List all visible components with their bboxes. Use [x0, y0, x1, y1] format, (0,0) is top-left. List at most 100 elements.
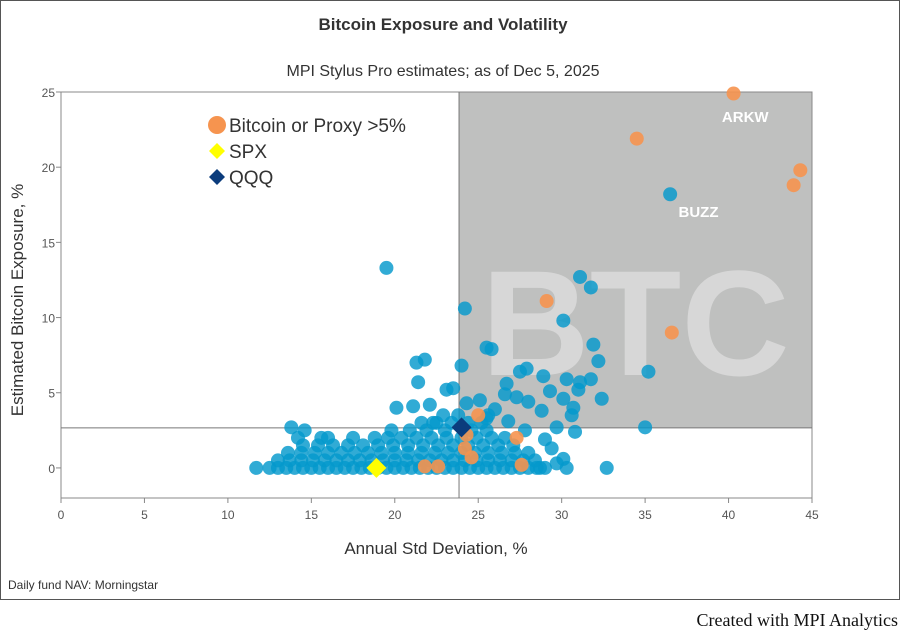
fund-point — [384, 423, 399, 438]
fund-point — [641, 364, 656, 379]
credit-text: Created with MPI Analytics — [696, 610, 898, 630]
fund-point — [568, 424, 583, 439]
spx-point — [366, 457, 387, 478]
fund-point — [454, 358, 469, 373]
fund-point — [497, 387, 512, 402]
footer-source: Daily fund NAV: Morningstar — [8, 578, 158, 592]
fund-point — [457, 301, 472, 316]
x-tick-label: 25 — [472, 508, 486, 522]
y-axis-label: Estimated Bitcoin Exposure, % — [8, 184, 27, 416]
fund-point — [417, 352, 432, 367]
fund-point — [297, 423, 312, 438]
fund-point — [559, 372, 574, 387]
y-tick-label: 10 — [42, 312, 56, 326]
fund-point — [583, 280, 598, 295]
fund-point — [280, 445, 295, 460]
y-tick-label: 0 — [48, 462, 55, 476]
bitcoin-proxy-point — [431, 459, 446, 474]
fund-point — [638, 420, 653, 435]
x-tick-label: 20 — [388, 508, 402, 522]
legend-label: Bitcoin or Proxy >5% — [229, 116, 406, 137]
fund-point — [663, 187, 678, 202]
x-tick-label: 45 — [805, 508, 819, 522]
fund-point — [436, 408, 451, 423]
fund-point — [459, 396, 474, 411]
qqq-point — [451, 417, 472, 438]
fund-point — [549, 420, 564, 435]
x-tick-label: 0 — [58, 508, 65, 522]
bitcoin-proxy-point — [629, 131, 644, 146]
bitcoin-proxy-point — [793, 163, 808, 178]
x-tick-label: 30 — [555, 508, 569, 522]
legend-label: QQQ — [229, 168, 273, 189]
x-tick-label: 5 — [141, 508, 148, 522]
bitcoin-proxy-point — [417, 459, 432, 474]
annotation-arkw: ARKW — [722, 109, 769, 126]
btc-watermark: BTC — [481, 239, 789, 407]
fund-point — [321, 430, 336, 445]
fund-point — [379, 260, 394, 275]
fund-point — [472, 393, 487, 408]
fund-point — [481, 408, 496, 423]
fund-point — [346, 430, 361, 445]
legend-marker-bitcoin-proxy — [208, 116, 226, 134]
fund-point — [484, 342, 499, 357]
fund-point — [509, 390, 524, 405]
fund-point — [537, 460, 552, 475]
legend-label: SPX — [229, 142, 267, 163]
x-axis-label: Annual Std Deviation, % — [344, 539, 527, 558]
fund-point — [284, 420, 299, 435]
fund-point — [542, 384, 557, 399]
fund-point — [556, 313, 571, 328]
fund-point — [356, 438, 371, 453]
bitcoin-proxy-point — [786, 178, 801, 193]
legend-marker-qqq — [209, 169, 225, 185]
bitcoin-proxy-point — [664, 325, 679, 340]
fund-point — [411, 375, 426, 390]
fund-point — [367, 430, 382, 445]
x-tick-label: 15 — [305, 508, 319, 522]
annotation-buzz: BUZZ — [679, 204, 719, 221]
fund-point — [497, 430, 512, 445]
fund-point — [521, 445, 536, 460]
fund-point — [564, 408, 579, 423]
bitcoin-proxy-point — [514, 457, 529, 472]
bitcoin-proxy-point — [464, 450, 479, 465]
fund-point — [594, 391, 609, 406]
fund-point — [534, 403, 549, 418]
bitcoin-proxy-point — [539, 294, 554, 309]
fund-point — [422, 397, 437, 412]
y-tick-label: 25 — [42, 86, 56, 100]
legend-marker-spx — [209, 143, 225, 159]
y-tick-label: 5 — [48, 387, 55, 401]
fund-point — [402, 423, 417, 438]
fund-point — [556, 391, 571, 406]
fund-point — [586, 337, 601, 352]
chart-title: Bitcoin Exposure and Volatility — [318, 15, 568, 34]
fund-point — [501, 414, 516, 429]
fund-point — [571, 382, 586, 397]
x-tick-label: 10 — [221, 508, 235, 522]
bitcoin-proxy-point — [509, 430, 524, 445]
fund-point — [599, 460, 614, 475]
fund-point — [446, 381, 461, 396]
bitcoin-proxy-point — [471, 408, 486, 423]
fund-point — [414, 415, 429, 430]
fund-point — [536, 369, 551, 384]
fund-point — [519, 361, 534, 376]
fund-point — [270, 453, 285, 468]
x-tick-label: 40 — [722, 508, 736, 522]
fund-point — [573, 269, 588, 284]
fund-point — [499, 376, 514, 391]
chart-subtitle: MPI Stylus Pro estimates; as of Dec 5, 2… — [286, 63, 599, 80]
x-tick-label: 35 — [638, 508, 652, 522]
fund-point — [406, 399, 421, 414]
fund-point — [249, 460, 264, 475]
fund-point — [549, 456, 564, 471]
bitcoin-proxy-point — [726, 86, 741, 101]
y-tick-label: 15 — [42, 236, 56, 250]
fund-point — [591, 354, 606, 369]
fund-point — [583, 372, 598, 387]
